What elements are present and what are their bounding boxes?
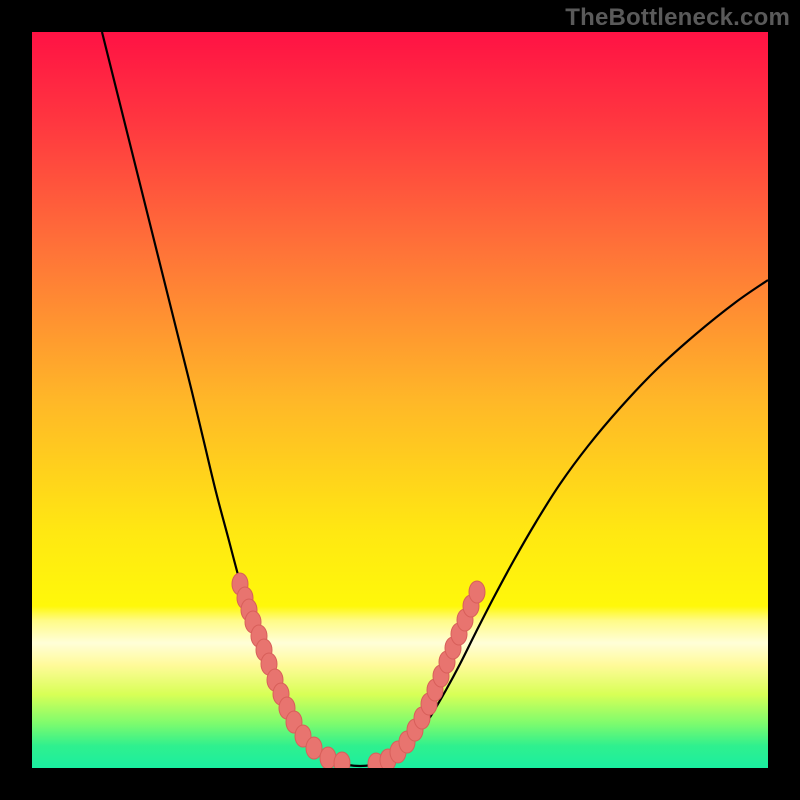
marker-left	[334, 752, 350, 768]
chart-container: TheBottleneck.com	[0, 0, 800, 800]
bottleneck-curve	[102, 32, 768, 766]
marker-left	[306, 737, 322, 759]
curve-layer	[32, 32, 768, 768]
plot-area	[32, 32, 768, 768]
marker-right	[469, 581, 485, 603]
watermark-text: TheBottleneck.com	[565, 4, 790, 32]
